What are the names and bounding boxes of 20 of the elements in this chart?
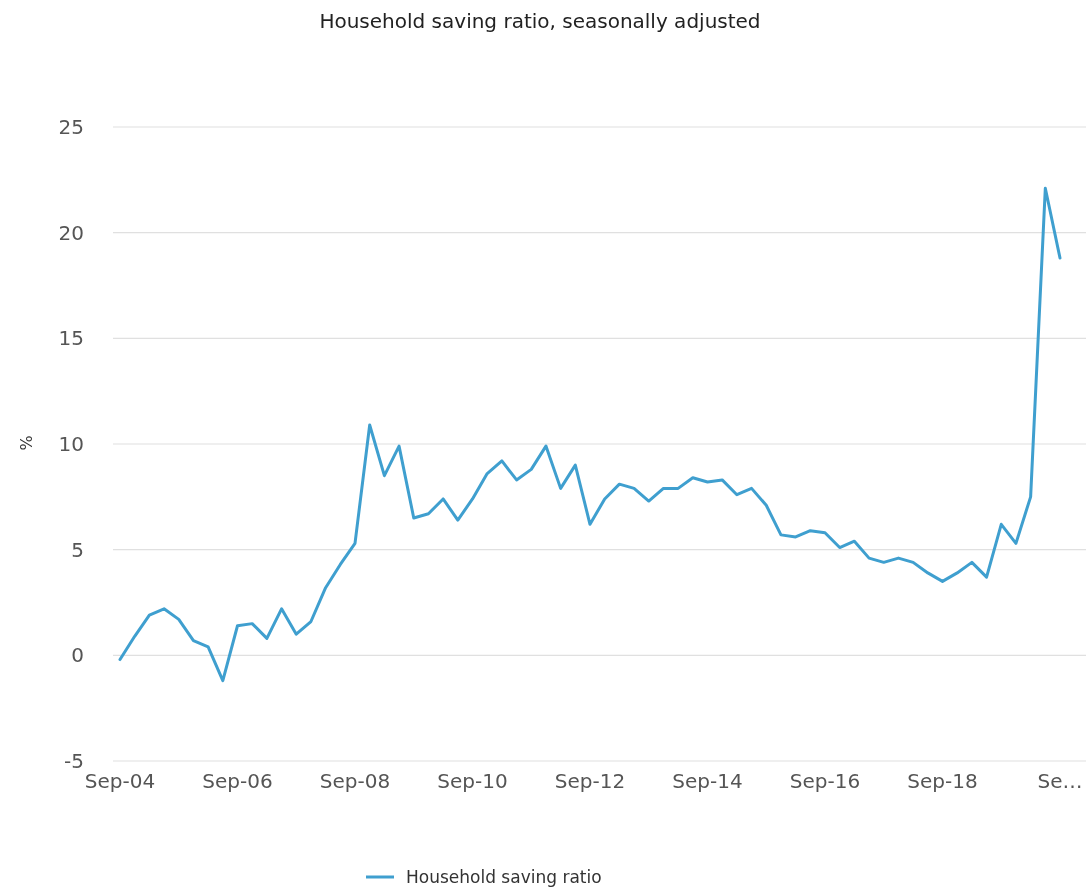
chart-title: Household saving ratio, seasonally adjusted	[319, 9, 761, 33]
legend-label: Household saving ratio	[406, 866, 602, 887]
x-tick-label: Sep-06	[202, 769, 273, 793]
x-tick-label: Sep-04	[84, 769, 156, 793]
x-tick-label: Sep-12	[554, 769, 626, 793]
x-tick-label: Sep-08	[319, 769, 391, 793]
y-tick-label: 5	[71, 537, 84, 562]
y-axis-title: %	[17, 435, 36, 451]
y-tick-label: 25	[58, 115, 84, 139]
x-tick-label: Sep-18	[907, 769, 978, 793]
y-tick-label: 15	[58, 326, 84, 351]
line-series	[118, 186, 1062, 683]
y-tick-label: 20	[58, 220, 84, 245]
x-tick-label: Sep-14	[672, 769, 743, 793]
y-tick-label: 0	[71, 643, 84, 668]
x-tick-label: Sep-10	[437, 769, 508, 793]
y-tick-label: 10	[58, 432, 84, 456]
x-tick-label: Sep-16	[789, 769, 861, 793]
y-tick-label: -5	[64, 749, 84, 773]
x-tick-label: Se…	[1037, 769, 1083, 793]
